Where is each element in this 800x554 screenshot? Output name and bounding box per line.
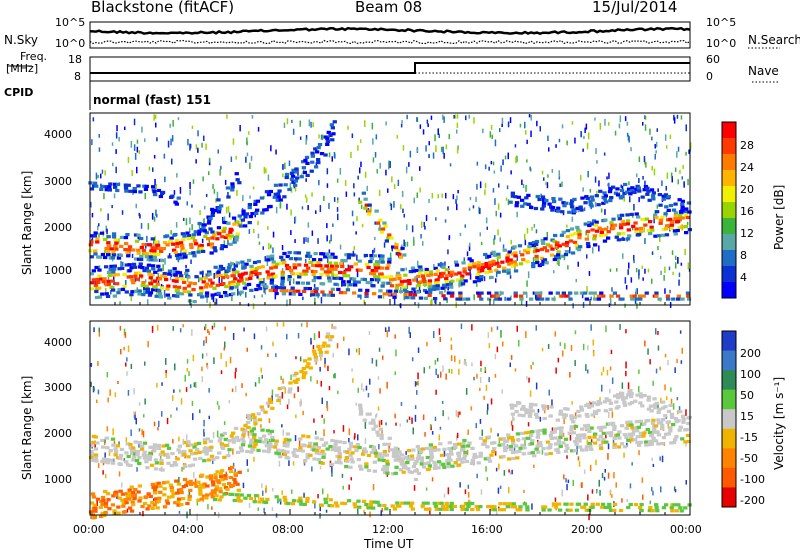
nsearch-label: N.Search: [748, 33, 800, 47]
xtick: 16:00: [471, 523, 503, 536]
beam-title: Beam 08: [355, 0, 423, 16]
power-colorbar: [721, 121, 737, 299]
velocity-ytick: 4000: [44, 336, 72, 349]
power-cbar-tick: 12: [740, 227, 754, 240]
velocity-ytick: 1000: [44, 473, 72, 486]
freq-tick-high: 18: [68, 53, 82, 66]
power-colorbar-swatch: [722, 138, 736, 155]
power-colorbar-swatch: [722, 122, 736, 139]
velocity-cbar-tick: -200: [740, 494, 765, 507]
noise-tick-left-low: 10^0: [55, 37, 86, 50]
velocity-colorbar-swatch: [722, 467, 736, 488]
nave-tick-low: 0: [706, 70, 713, 83]
velocity-colorbar-swatch: [722, 428, 736, 449]
velocity-colorbar-swatch: [722, 448, 736, 469]
velocity-heatmap: [88, 322, 692, 521]
velocity-cbar-tick: 50: [740, 389, 754, 402]
velocity-colorbar-swatch: [722, 409, 736, 430]
power-ytick: 1000: [44, 264, 72, 277]
velocity-cbar-tick: -15: [740, 431, 758, 444]
x-tick-marks: [89, 299, 691, 515]
power-colorbar-swatch: [722, 154, 736, 171]
xtick: 12:00: [372, 523, 404, 536]
freq-label-1: Freq.: [20, 50, 48, 63]
power-colorbar-swatch: [722, 282, 736, 299]
power-colorbar-swatch: [722, 186, 736, 203]
velocity-colorbar-swatch: [722, 350, 736, 371]
velocity-colorbar-swatch: [722, 331, 736, 352]
freq-tick-low: 8: [74, 70, 81, 83]
power-colorbar-swatch: [722, 218, 736, 235]
freq-panel-frame: [89, 56, 691, 82]
velocity-cbar-tick: 15: [740, 410, 754, 423]
power-colorbar-swatch: [722, 250, 736, 267]
velocity-ytick: 3000: [44, 381, 72, 394]
freq-series-line: [90, 62, 690, 74]
power-cbar-tick: 28: [740, 139, 754, 152]
station-title: Blackstone (fitACF): [91, 0, 235, 16]
velocity-colorbar-swatch: [722, 487, 736, 508]
nave-label: Nave: [748, 64, 779, 78]
power-colorbar-swatch: [722, 202, 736, 219]
xtick: 08:00: [272, 523, 304, 536]
noise-tick-left-high: 10^5: [55, 16, 86, 29]
power-colorbar-swatch: [722, 266, 736, 283]
velocity-cbar-tick: -50: [740, 452, 758, 465]
power-cbar-tick: 16: [740, 205, 754, 218]
noise-tick-right-high: 10^5: [706, 16, 737, 29]
xaxis-label: Time UT: [364, 537, 414, 551]
cpid-label: CPID: [4, 86, 34, 99]
noise-panel-frame: [89, 21, 691, 49]
power-cbar-tick: 8: [740, 249, 747, 262]
velocity-cbar-tick: 200: [740, 347, 761, 360]
power-colorbar-swatch: [722, 170, 736, 187]
xtick: 00:00: [73, 523, 105, 536]
date-title: 15/Jul/2014: [592, 0, 678, 16]
velocity-cbar-tick: 100: [740, 368, 761, 381]
noise-tick-right-low: 10^0: [706, 37, 737, 50]
power-ytick: 2000: [44, 221, 72, 234]
xtick: 20:00: [571, 523, 603, 536]
cpid-text: normal (fast) 151: [93, 93, 211, 107]
power-cbar-tick: 4: [740, 271, 747, 284]
velocity-colorbar: [721, 330, 737, 508]
power-cbar-tick: 20: [740, 183, 754, 196]
nsky-series-line: [89, 26, 691, 36]
nave-tick-high: 60: [706, 53, 720, 66]
velocity-colorbar-swatch: [722, 389, 736, 410]
freq-label-2: [MHz]: [6, 62, 39, 75]
power-ytick: 4000: [44, 128, 72, 141]
velocity-ytick: 2000: [44, 427, 72, 440]
nsearch-series-line: [89, 39, 691, 45]
velocity-cbar-tick: -100: [740, 473, 765, 486]
xtick: 04:00: [172, 523, 204, 536]
power-cbar-tick: 24: [740, 161, 754, 174]
power-colorbar-swatch: [722, 234, 736, 251]
xtick: 00:00: [670, 523, 702, 536]
velocity-colorbar-swatch: [722, 370, 736, 391]
nsky-label: N.Sky: [4, 33, 39, 47]
power-ytick: 3000: [44, 175, 72, 188]
